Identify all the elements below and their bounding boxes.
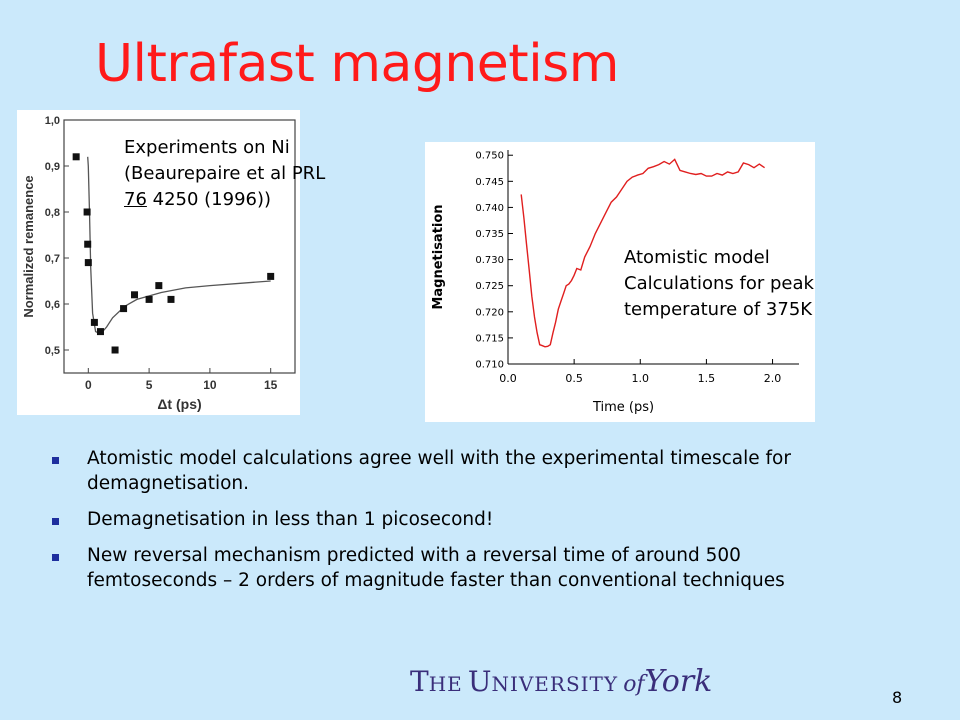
x-tick-label: 0.0 <box>499 372 517 385</box>
experiment-caption-line-3: 76 4250 (1996)) <box>124 187 325 213</box>
x-tick-label: 1.5 <box>698 372 716 385</box>
y-tick-label: 0,9 <box>45 161 60 173</box>
y-tick-label: 0.710 <box>475 360 504 371</box>
x-tick-label: 15 <box>264 378 278 392</box>
model-caption-line-3: temperature of 375K <box>624 299 813 320</box>
y-tick-label: 0.715 <box>475 333 504 344</box>
logo-t: T <box>410 665 429 698</box>
volume-number: 76 <box>124 189 147 210</box>
y-tick-label: 0,8 <box>45 207 60 219</box>
y-axis-label: Normalized remanence <box>21 175 36 317</box>
magnetisation-series-line <box>520 158 765 348</box>
logo-of: of <box>623 672 645 697</box>
data-point <box>84 240 92 248</box>
y-tick-label: 0.725 <box>475 281 504 292</box>
logo-u: U <box>467 665 492 698</box>
experiment-caption-line-1: Experiments on Ni <box>124 137 290 158</box>
y-axis-label: Magnetisation <box>431 204 446 309</box>
y-tick-label: 0.720 <box>475 307 504 318</box>
bullet-square-icon <box>52 554 59 561</box>
x-tick-label: 10 <box>203 378 217 392</box>
x-tick-label: 5 <box>146 378 153 392</box>
bullet-item: Demagnetisation in less than 1 picosecon… <box>50 507 870 532</box>
experiment-caption-line-2: (Beaurepaire et al PRL <box>124 163 326 184</box>
bullet-text: Demagnetisation in less than 1 picosecon… <box>87 509 494 530</box>
y-tick-label: 0.730 <box>475 255 504 266</box>
y-tick-label: 1,0 <box>45 115 60 127</box>
bullet-item: New reversal mechanism predicted with a … <box>50 543 870 593</box>
data-point <box>84 259 92 267</box>
y-tick-label: 0.750 <box>475 151 504 162</box>
experiment-caption: Experiments on Ni (Beaurepaire et al PRL… <box>124 135 325 213</box>
data-point <box>155 282 163 290</box>
slide-title: Ultrafast magnetism <box>95 34 619 94</box>
data-point <box>111 346 119 354</box>
logo-he: HE <box>428 672 463 696</box>
y-tick-label: 0,5 <box>45 345 60 357</box>
bullet-list: Atomistic model calculations agree well … <box>50 446 870 604</box>
model-caption-line-1: Atomistic model <box>624 247 770 268</box>
experiment-chart-panel: 0,5 0,6 0,7 0,8 0,9 1,0 0 5 10 15 Δt (ps) Normalize… <box>17 110 300 415</box>
y-tick-label: 0.735 <box>475 229 504 240</box>
x-tick-label: 1.0 <box>632 372 650 385</box>
bullet-item: Atomistic model calculations agree well … <box>50 446 870 496</box>
x-axis-label: Time (ps) <box>592 400 654 415</box>
bullet-square-icon <box>52 518 59 525</box>
data-point <box>167 295 175 303</box>
model-chart-panel: 0.710 0.715 0.720 0.725 0.730 0.735 0.740 0.745… <box>425 142 815 422</box>
model-caption: Atomistic model Calculations for peak te… <box>624 245 814 323</box>
bullet-square-icon <box>52 457 59 464</box>
data-point <box>72 153 80 161</box>
page-number: 8 <box>892 688 903 707</box>
logo-niversity: NIVERSITY <box>491 672 619 696</box>
bullet-text: Atomistic model calculations agree well … <box>87 448 791 494</box>
y-tick-label: 0,7 <box>45 253 60 265</box>
citation-rest: 4250 (1996)) <box>146 189 272 210</box>
x-axis-label: Δt (ps) <box>157 396 201 412</box>
fit-curve <box>87 156 271 335</box>
x-tick-label: 0.5 <box>565 372 583 385</box>
data-point <box>120 305 128 313</box>
y-tick-label: 0,6 <box>45 299 60 311</box>
y-tick-label: 0.740 <box>475 203 504 214</box>
bullet-text: New reversal mechanism predicted with a … <box>87 545 785 591</box>
data-point <box>83 208 91 216</box>
data-point <box>131 291 139 299</box>
data-point <box>145 295 153 303</box>
data-point <box>96 328 104 336</box>
model-caption-line-2: Calculations for peak <box>624 273 814 294</box>
y-tick-label: 0.745 <box>475 177 504 188</box>
plot-frame <box>63 119 296 374</box>
x-tick-label: 0 <box>85 378 92 392</box>
data-point <box>267 272 275 280</box>
model-chart: 0.710 0.715 0.720 0.725 0.730 0.735 0.740 0.745… <box>431 150 799 415</box>
x-tick-label: 2.0 <box>764 372 782 385</box>
experiment-chart: 0,5 0,6 0,7 0,8 0,9 1,0 0 5 10 15 Δt (ps) Normalize… <box>21 115 296 412</box>
logo-york: York <box>644 664 713 699</box>
university-logo: THE UNIVERSITY ofYork <box>410 664 712 699</box>
data-point <box>90 318 98 326</box>
